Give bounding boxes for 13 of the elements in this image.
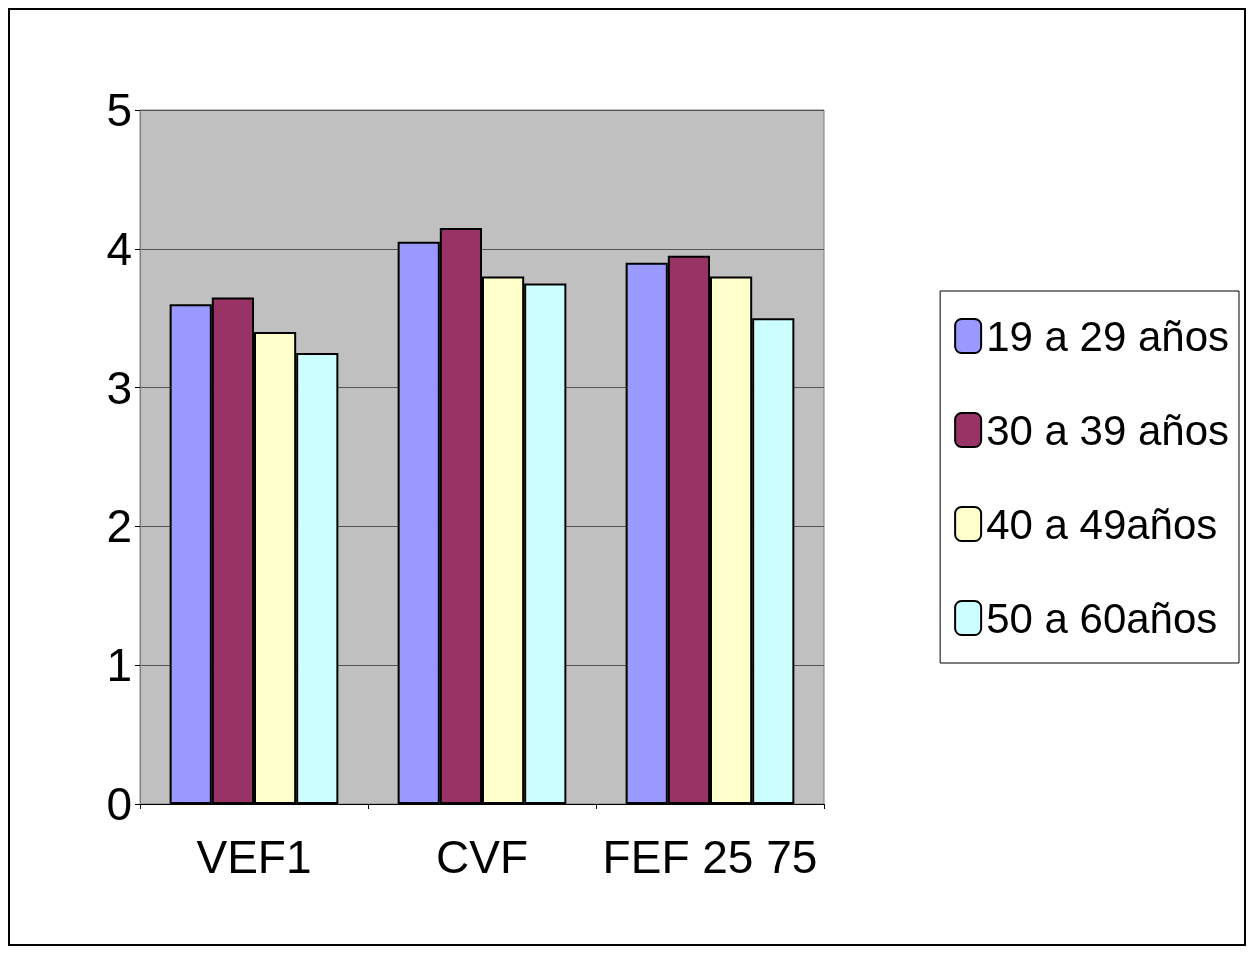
y-tick-label: 0 — [106, 778, 132, 830]
y-tick-label: 2 — [106, 500, 132, 553]
legend-label: 50 a 60años — [986, 594, 1218, 642]
legend-label: 19 a 29 años — [986, 312, 1229, 360]
x-tick-label: VEF1 — [196, 831, 312, 883]
y-tick-label: 3 — [106, 361, 132, 414]
legend-label: 40 a 49años — [986, 500, 1218, 548]
y-tick-label: 1 — [106, 639, 132, 692]
legend-label: 30 a 39 años — [986, 406, 1229, 454]
y-tick-label: 5 — [106, 84, 132, 136]
x-tick-label: FEF 25 75 — [602, 831, 818, 883]
y-tick-label: 4 — [106, 222, 132, 275]
x-tick-label: CVF — [436, 831, 528, 883]
